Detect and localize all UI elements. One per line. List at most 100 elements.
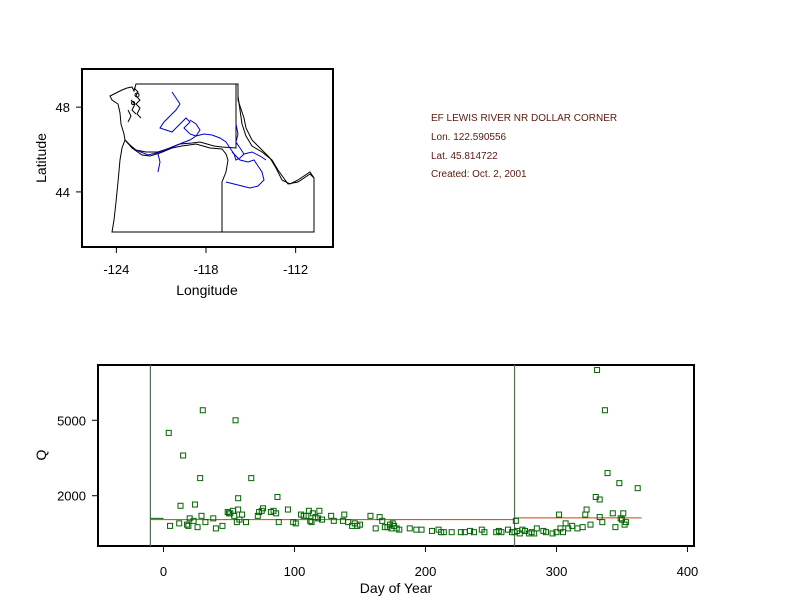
data-point [512,517,519,524]
created-date: Created: Oct. 2, 2001 [431,169,527,180]
data-point [165,429,172,436]
plot-x-tick-label: 400 [677,564,699,579]
data-points [165,367,641,537]
plot-y-tick-label: 5000 [57,413,86,428]
plot-y-axis: 5000 2000 [57,413,98,504]
data-point [457,529,464,536]
plot-x-axis-title: Day of Year [360,580,433,596]
data-point [599,519,606,526]
data-point [560,529,567,536]
clearwater-river [243,151,267,161]
data-point [448,529,455,536]
data-point [212,525,219,532]
willamette-river [157,153,161,173]
data-point [330,517,337,524]
station-name: EF LEWIS RIVER NR DOLLAR CORNER [431,113,617,124]
station-latitude: Lat. 45.814722 [431,151,498,162]
data-point [232,417,239,424]
data-point [356,521,363,528]
data-point [239,511,246,518]
data-point [542,529,549,536]
data-point [316,507,323,514]
data-point [596,496,603,503]
plot-x-tick-label: 100 [284,564,306,579]
yakima-river [189,119,201,137]
plot-x-tick-label: 0 [160,564,167,579]
map-x-tick-label: -124 [103,262,129,277]
state-boundaries [109,83,315,233]
data-point [634,485,641,492]
data-point [273,510,280,517]
data-point [235,495,242,502]
data-point [594,367,601,374]
data-point [609,510,616,517]
data-point [184,521,191,528]
columbia-river [135,123,245,161]
data-point [231,512,238,519]
data-point [177,502,184,509]
data-point [260,505,267,512]
data-point [176,520,183,527]
data-point [418,526,425,533]
data-point [180,452,187,459]
discharge-scatter-plot: 0 100 200 300 400 5000 2000 Day of Year Q [33,364,698,596]
upper-columbia [159,91,197,137]
data-point [498,529,505,536]
data-point [199,407,206,414]
data-point [367,512,374,519]
map-x-tick-label: -118 [193,262,218,277]
station-longitude: Lon. 122.590556 [431,132,507,143]
data-point [235,506,242,513]
plot-x-axis: 0 100 200 300 400 [160,546,698,579]
data-point [248,475,255,482]
data-point [185,522,192,529]
map-x-axis: -124 -118 -112 Longitude [103,247,308,298]
data-point [440,529,447,536]
data-point [292,520,299,527]
plot-y-axis-title: Q [33,449,49,460]
data-point [533,525,540,532]
data-point [191,501,198,508]
map-y-tick-label: 44 [56,185,70,200]
map-y-axis: 48 44 Latitude [33,100,82,200]
data-point [284,506,291,513]
montana-border [237,84,315,185]
data-point [372,525,379,532]
data-point [275,519,282,526]
data-point [467,527,474,534]
map-x-axis-title: Longitude [176,282,238,298]
puget-sound [127,87,142,123]
data-point [308,519,315,526]
plot-x-tick-label: 200 [415,564,437,579]
data-point [556,511,563,518]
data-point [219,522,226,529]
data-point [210,515,217,522]
data-point [315,515,322,522]
data-point [307,517,314,524]
data-point [197,475,204,482]
plot-y-tick-label: 2000 [57,489,86,504]
data-point [622,519,629,526]
data-point [470,529,477,536]
data-point [553,529,560,536]
data-point [612,524,619,531]
data-point [579,524,586,531]
data-point [604,470,611,477]
map-frame [81,68,334,248]
rivers [135,91,267,189]
data-point [202,519,209,526]
data-point [194,524,201,531]
data-point [620,510,627,517]
vertical-reference-lines [149,365,516,546]
data-point [341,511,348,518]
data-point [481,529,488,536]
location-map: -124 -118 -112 Longitude 48 44 Latitude [33,68,334,298]
map-y-tick-label: 48 [56,100,70,115]
data-point [406,525,413,532]
data-point [190,517,197,524]
data-point [345,519,352,526]
data-point [396,526,403,533]
data-point [587,521,594,528]
data-point [616,480,623,487]
